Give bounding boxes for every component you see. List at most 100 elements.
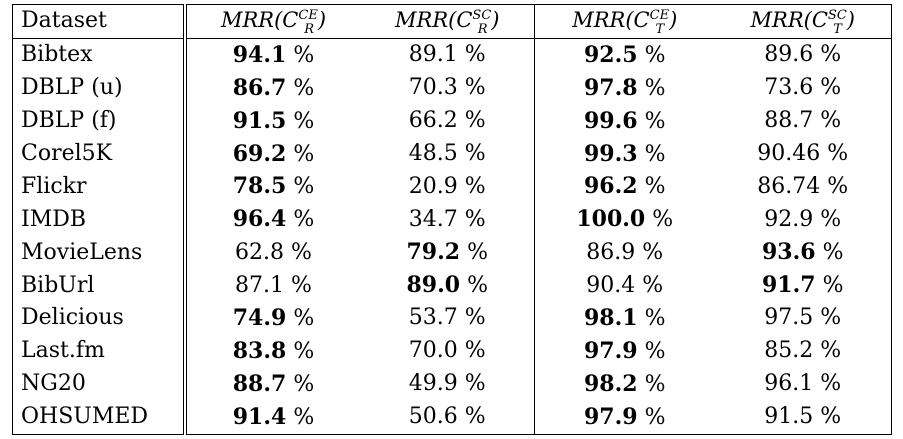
value-cell: 91.7 % — [714, 269, 892, 303]
value-cell: 92.9 % — [714, 203, 892, 237]
value-cell: 90.46 % — [714, 137, 892, 171]
value-cell: 70.3 % — [361, 72, 535, 105]
value-number: 97.8 — [584, 74, 638, 101]
value-cell: 62.8 % — [185, 236, 361, 269]
value-number: 53.7 — [408, 305, 458, 331]
value-unit: % — [637, 75, 666, 101]
value-number: 97.9 — [584, 403, 638, 430]
value-number: 87.1 — [235, 272, 285, 298]
value-number: 92.9 — [764, 206, 814, 232]
value-number: 91.7 — [762, 272, 816, 299]
value-unit: % — [635, 272, 664, 298]
value-unit: % — [637, 338, 666, 364]
value-cell: 34.7 % — [361, 203, 535, 236]
value-unit: % — [637, 108, 666, 134]
value-unit: % — [284, 239, 312, 265]
results-table-container: Dataset MRR(CCER) MRR(CSCR) MRR(CCET) MR… — [12, 4, 892, 435]
value-cell: 99.3 % — [534, 137, 715, 171]
formula-superscript: SC — [827, 8, 847, 24]
value-cell: 94.1 % — [184, 37, 361, 72]
value-number: 83.8 — [232, 337, 287, 364]
value-number: 74.9 — [232, 304, 287, 331]
value-unit: % — [457, 42, 486, 68]
value-number: 34.7 — [408, 206, 458, 232]
value-cell: 89.6 % — [714, 37, 892, 72]
value-number: 96.4 — [232, 206, 287, 233]
value-unit: % — [457, 206, 486, 232]
table-row: NG20 88.7 % 49.9 % 98.2 % 96.1 % — [12, 367, 892, 401]
value-cell: 74.9 % — [185, 302, 361, 335]
value-number: 96.2 — [584, 173, 638, 200]
value-cell: 88.7 % — [185, 368, 361, 401]
value-unit: % — [813, 75, 842, 101]
value-unit: % — [286, 371, 315, 397]
value-unit: % — [457, 141, 486, 166]
value-unit: % — [286, 141, 315, 167]
value-number: 89.0 — [406, 272, 461, 299]
value-cell: 99.6 % — [534, 104, 715, 138]
value-cell: 48.5 % — [361, 138, 535, 171]
value-number: 88.7 — [232, 370, 287, 397]
value-unit: % — [813, 108, 842, 134]
value-number: 20.9 — [408, 173, 458, 199]
value-unit: % — [286, 207, 315, 233]
value-number: 70.0 — [408, 338, 458, 364]
table-row: Last.fm 83.8 % 70.0 % 97.9 % 85.2 % — [12, 334, 892, 368]
value-cell: 73.6 % — [714, 71, 892, 105]
formula-superscript: CE — [649, 8, 670, 24]
value-unit: % — [284, 272, 312, 298]
formula-prefix: MRR( — [572, 8, 634, 33]
dataset-name: Flickr — [12, 170, 187, 204]
header-mrr-t-ce: MRR(CCET) — [534, 4, 715, 39]
value-unit: % — [815, 240, 844, 266]
value-number: 99.6 — [584, 107, 638, 134]
value-cell: 20.9 % — [361, 170, 535, 203]
value-unit: % — [457, 108, 486, 134]
value-cell: 86.74 % — [714, 170, 892, 204]
mrr-formula: MRR(CSCT) — [750, 8, 855, 37]
value-number: 69.2 — [232, 140, 287, 167]
header-mrr-r-sc: MRR(CSCR) — [360, 4, 535, 39]
value-cell: 49.9 % — [361, 368, 535, 401]
value-unit: % — [637, 404, 666, 430]
value-unit: % — [457, 75, 486, 101]
header-mrr-r-ce: MRR(CCER) — [184, 4, 361, 39]
value-unit: % — [813, 206, 842, 232]
value-unit: % — [637, 305, 666, 331]
value-unit: % — [457, 404, 486, 430]
formula-suffix: ) — [846, 8, 855, 33]
value-number: 90.46 — [757, 141, 821, 166]
value-cell: 86.9 % — [534, 236, 715, 270]
value-number: 91.5 — [764, 404, 814, 430]
table-row: DBLP (f) 91.5 % 66.2 % 99.6 % 88.7 % — [12, 104, 892, 138]
value-cell: 97.9 % — [534, 400, 715, 435]
value-unit: % — [813, 305, 842, 331]
value-number: 49.9 — [408, 371, 458, 397]
value-unit: % — [457, 371, 486, 397]
dataset-name: Bibtex — [12, 37, 187, 72]
formula-suffix: ) — [669, 8, 678, 33]
dataset-name: Delicious — [12, 302, 187, 335]
formula-suffix: ) — [491, 8, 500, 33]
value-cell: 85.2 % — [714, 334, 892, 368]
value-unit: % — [460, 273, 488, 299]
value-cell: 69.2 % — [185, 138, 361, 171]
value-number: 85.2 — [764, 338, 814, 364]
formula-prefix: MRR( — [395, 8, 457, 33]
value-cell: 92.5 % — [534, 37, 715, 72]
value-number: 99.3 — [584, 140, 638, 167]
value-unit: % — [813, 42, 842, 68]
value-unit: % — [460, 240, 488, 266]
table-body: Bibtex 94.1 % 89.1 % 92.5 % 89.6 % DBLP (u) 86… — [12, 37, 892, 435]
value-cell: 96.4 % — [185, 203, 361, 236]
value-unit: % — [286, 174, 315, 200]
value-unit: % — [457, 173, 486, 199]
value-unit: % — [286, 338, 315, 364]
table-row: OHSUMED 91.4 % 50.6 % 97.9 % 91.5 % — [12, 400, 892, 435]
value-number: 97.9 — [584, 337, 638, 364]
value-unit: % — [820, 141, 849, 166]
value-unit: % — [286, 404, 315, 430]
value-cell: 79.2 % — [361, 236, 535, 269]
value-number: 93.6 — [762, 239, 816, 266]
value-number: 97.5 — [764, 305, 814, 331]
